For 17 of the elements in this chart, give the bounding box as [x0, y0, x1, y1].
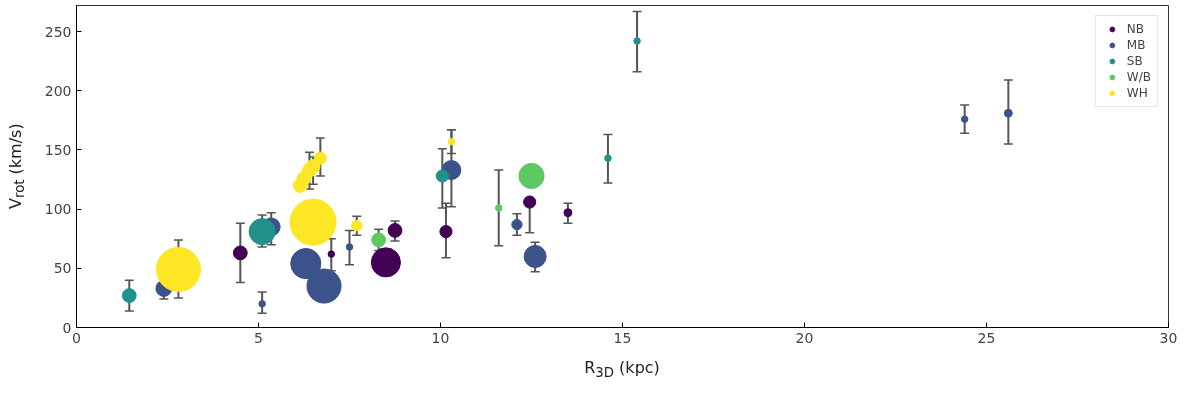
legend-label: NB [1126, 22, 1146, 36]
x-tick-label: 30 [1159, 329, 1178, 346]
y-tick-label: 250 [44, 23, 72, 40]
y-tick-label: 150 [44, 141, 72, 158]
legend-label: W/B [1126, 70, 1151, 84]
x-tick-label: 10 [431, 329, 450, 346]
legend-label: WH [1126, 86, 1148, 100]
y-tick-label: 50 [53, 260, 72, 277]
legend-label: SB [1126, 54, 1144, 68]
y-tick-label: 100 [44, 201, 72, 218]
x-tick-label: 20 [795, 329, 814, 346]
x-tick-label: 15 [613, 329, 632, 346]
y-tick-label: 200 [44, 82, 72, 99]
x-tick-label: 5 [254, 329, 263, 346]
x-axis-title: R$_{3D}$ (kpc) [583, 357, 661, 383]
x-tick-label: 25 [977, 329, 996, 346]
legend-label: MB [1126, 38, 1147, 52]
